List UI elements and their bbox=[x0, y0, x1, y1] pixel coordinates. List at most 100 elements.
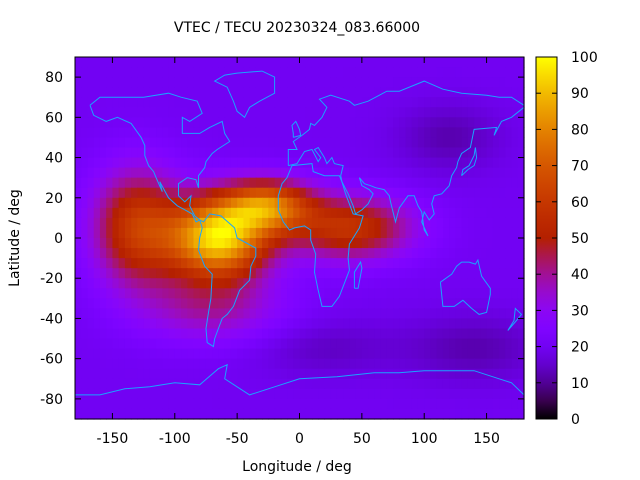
heatmap-cell bbox=[318, 227, 326, 239]
heatmap-cell bbox=[486, 157, 494, 169]
heatmap-cell bbox=[149, 298, 157, 309]
heatmap-cell bbox=[112, 57, 120, 68]
heatmap-cell bbox=[374, 248, 382, 259]
heatmap-cell bbox=[355, 358, 363, 370]
heatmap-cell bbox=[262, 338, 269, 350]
heatmap-cell bbox=[193, 67, 201, 78]
heatmap-cell bbox=[486, 207, 494, 219]
heatmap-cell bbox=[380, 278, 388, 289]
heatmap-cell bbox=[162, 137, 170, 149]
heatmap-cell bbox=[156, 268, 163, 279]
heatmap-cell bbox=[424, 388, 432, 400]
heatmap-cell bbox=[280, 117, 288, 128]
heatmap-cell bbox=[411, 248, 419, 259]
heatmap-cell bbox=[318, 197, 326, 209]
heatmap-cell bbox=[168, 207, 176, 219]
heatmap-cell bbox=[137, 57, 145, 68]
heatmap-cell bbox=[237, 87, 244, 98]
heatmap-cell bbox=[112, 278, 120, 289]
heatmap-cell bbox=[436, 348, 444, 360]
heatmap-cell bbox=[168, 398, 176, 410]
heatmap-cell bbox=[442, 217, 450, 229]
heatmap-cell bbox=[280, 348, 288, 360]
heatmap-cell bbox=[355, 217, 363, 229]
heatmap-cell bbox=[174, 338, 182, 350]
heatmap-cell bbox=[474, 167, 481, 179]
heatmap-cell bbox=[474, 127, 481, 139]
heatmap-cell bbox=[106, 398, 114, 410]
heatmap-cell bbox=[174, 167, 182, 179]
heatmap-cell bbox=[137, 227, 145, 239]
heatmap-cell bbox=[218, 207, 226, 219]
heatmap-cell bbox=[505, 187, 513, 199]
heatmap-cell bbox=[368, 67, 375, 78]
heatmap-cell bbox=[330, 368, 338, 380]
heatmap-cell bbox=[224, 298, 232, 309]
heatmap-cell bbox=[442, 197, 450, 209]
heatmap-cell bbox=[224, 348, 232, 360]
heatmap-cell bbox=[318, 328, 326, 340]
heatmap-cell bbox=[199, 328, 207, 340]
heatmap-cell bbox=[430, 258, 438, 269]
heatmap-cell bbox=[492, 398, 500, 410]
heatmap-cell bbox=[237, 217, 244, 229]
heatmap-cell bbox=[299, 127, 307, 139]
heatmap-cell bbox=[336, 77, 344, 88]
heatmap-cell bbox=[330, 107, 338, 118]
heatmap-cell bbox=[499, 348, 506, 360]
heatmap-cell bbox=[255, 87, 263, 98]
heatmap-cell bbox=[393, 127, 400, 139]
heatmap-cell bbox=[461, 288, 469, 299]
heatmap-cell bbox=[505, 217, 513, 229]
heatmap-cell bbox=[287, 157, 294, 169]
heatmap-cell bbox=[368, 398, 375, 410]
heatmap-cell bbox=[287, 388, 294, 400]
heatmap-cell bbox=[461, 127, 469, 139]
heatmap-cell bbox=[87, 157, 95, 169]
heatmap-cell bbox=[324, 187, 332, 199]
heatmap-cell bbox=[305, 308, 313, 320]
heatmap-cell bbox=[243, 318, 251, 330]
heatmap-cell bbox=[212, 248, 220, 259]
heatmap-cell bbox=[374, 57, 382, 68]
heatmap-cell bbox=[299, 217, 307, 229]
heatmap-cell bbox=[212, 97, 220, 108]
heatmap-cell bbox=[474, 177, 481, 189]
heatmap-cell bbox=[349, 388, 357, 400]
heatmap-cell bbox=[324, 408, 332, 420]
heatmap-cell bbox=[474, 117, 481, 128]
heatmap-cell bbox=[505, 358, 513, 370]
heatmap-cell bbox=[75, 157, 82, 169]
heatmap-cell bbox=[168, 378, 176, 390]
heatmap-cell bbox=[156, 87, 163, 98]
heatmap-cell bbox=[442, 177, 450, 189]
heatmap-cell bbox=[274, 77, 282, 88]
heatmap-cell bbox=[187, 358, 195, 370]
heatmap-cell bbox=[361, 338, 369, 350]
heatmap-cell bbox=[131, 57, 138, 68]
heatmap-cell bbox=[486, 398, 494, 410]
heatmap-cell bbox=[268, 217, 276, 229]
heatmap-cell bbox=[480, 278, 488, 289]
heatmap-cell bbox=[199, 147, 207, 159]
heatmap-cell bbox=[374, 117, 382, 128]
heatmap-cell bbox=[449, 107, 457, 118]
heatmap-cell bbox=[449, 57, 457, 68]
heatmap-cell bbox=[112, 117, 120, 128]
heatmap-cell bbox=[405, 388, 413, 400]
heatmap-cell bbox=[330, 338, 338, 350]
heatmap-cell bbox=[442, 87, 450, 98]
heatmap-cell bbox=[318, 177, 326, 189]
heatmap-cell bbox=[193, 187, 201, 199]
heatmap-cell bbox=[218, 137, 226, 149]
heatmap-cell bbox=[181, 338, 188, 350]
heatmap-cell bbox=[93, 77, 101, 88]
heatmap-cell bbox=[467, 238, 475, 249]
heatmap-cell bbox=[486, 217, 494, 229]
heatmap-cell bbox=[424, 147, 432, 159]
heatmap-cell bbox=[461, 298, 469, 309]
heatmap-cell bbox=[374, 318, 382, 330]
heatmap-cell bbox=[517, 157, 525, 169]
heatmap-cell bbox=[442, 77, 450, 88]
heatmap-cell bbox=[124, 207, 132, 219]
